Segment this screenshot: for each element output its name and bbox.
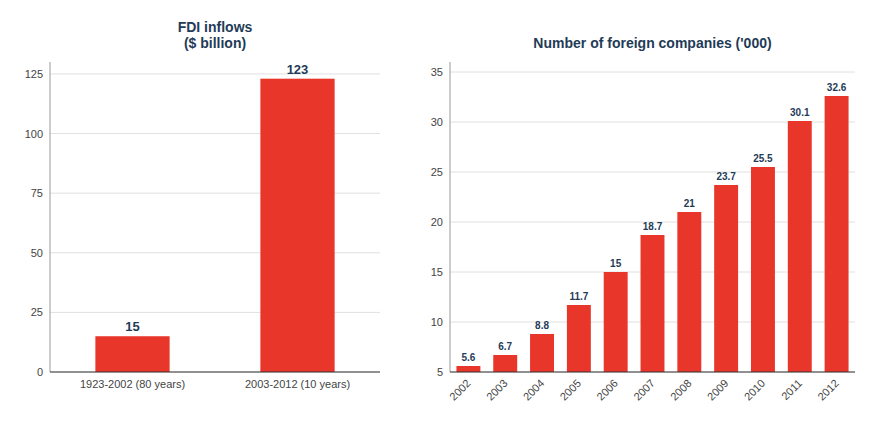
- x-tick-label: 2011: [779, 377, 804, 402]
- y-tick-label: 75: [31, 187, 43, 199]
- title-line: FDI inflows: [178, 19, 253, 35]
- bar: [641, 235, 665, 372]
- x-tick-label: 2002: [447, 377, 473, 403]
- bars: [95, 79, 334, 372]
- y-axis-line: [450, 62, 451, 372]
- y-tick-label: 25: [31, 306, 43, 318]
- chart-title: FDI inflows($ billion): [178, 19, 253, 51]
- data-label: 11.7: [569, 291, 588, 302]
- title-line: Number of foreign companies ('000): [533, 35, 771, 51]
- x-tick-label: 2003-2012 (10 years): [245, 378, 350, 390]
- x-axis-line: [50, 371, 380, 372]
- y-axis: 0 25 50 75 100 125: [25, 68, 380, 378]
- grid-line: [50, 372, 380, 373]
- y-tick-label: 100: [25, 128, 43, 140]
- data-label: 23.7: [716, 171, 736, 182]
- data-label: 5.6: [461, 352, 475, 363]
- bar: [825, 96, 849, 372]
- bar: [677, 212, 701, 372]
- y-tick-label: 10: [431, 316, 443, 328]
- x-tick-label: 2003: [484, 377, 510, 403]
- data-label: 15: [610, 258, 622, 269]
- page: {"chart_data": [ {"type": "bar", "title"…: [0, 0, 872, 438]
- grid-line: [50, 73, 380, 74]
- chart-svg: FDI inflows($ billion) 0 25 50 75 100 125 15 123…: [0, 0, 872, 438]
- bar: [530, 334, 554, 372]
- x-tick-label: 2009: [705, 377, 731, 403]
- y-axis-line: [50, 62, 51, 372]
- bar: [260, 79, 334, 372]
- chart-container: FDI inflows($ billion) 0 25 50 75 100 125 15 123…: [0, 0, 872, 438]
- x-tick-label: 2008: [668, 377, 694, 403]
- bar: [567, 305, 591, 372]
- y-tick-label: 20: [431, 216, 443, 228]
- data-label: 123: [287, 62, 309, 77]
- bar: [95, 336, 169, 372]
- bar: [788, 121, 812, 372]
- bar-chart: Number of foreign companies ('000) 5 10 15 2…: [431, 35, 855, 422]
- grid-line: [450, 72, 855, 73]
- y-tick-label: 0: [37, 366, 43, 378]
- bar: [456, 366, 480, 372]
- data-label: 21: [684, 198, 696, 209]
- title-line: ($ billion): [184, 35, 246, 51]
- x-tick-label: 2006: [594, 377, 620, 403]
- grid-line: [450, 372, 855, 373]
- y-tick-label: 35: [431, 66, 443, 78]
- data-label: 18.7: [643, 221, 663, 232]
- y-tick-label: 50: [31, 247, 43, 259]
- data-label: 25.5: [753, 153, 773, 164]
- y-tick-label: 5: [437, 366, 443, 378]
- y-tick-label: 30: [431, 116, 443, 128]
- chart-title: Number of foreign companies ('000): [533, 35, 771, 51]
- data-labels: 5.6 6.7 8.8 11.7 15 18.7 21 23.7 25.5 30.1 32.6: [461, 82, 846, 363]
- bar: [604, 272, 628, 372]
- data-label: 15: [125, 319, 139, 334]
- x-tick-label: 2010: [742, 377, 768, 403]
- y-tick-label: 15: [431, 266, 443, 278]
- x-axis: 1923-2002 (80 years) 2003-2012 (10 years): [80, 378, 350, 390]
- x-axis: 2002 2003 2004 2005 2006 2007 2008 2009 2010 2011…: [447, 377, 841, 403]
- bar: [751, 167, 775, 372]
- y-tick-label: 25: [431, 166, 443, 178]
- data-label: 6.7: [498, 341, 512, 352]
- x-tick-label: 2004: [521, 377, 547, 403]
- data-label: 30.1: [790, 107, 810, 118]
- data-labels: 15 123: [125, 62, 308, 335]
- x-tick-label: 2012: [815, 377, 841, 403]
- x-axis-line: [450, 371, 855, 372]
- bar: [714, 185, 738, 372]
- x-tick-label: 1923-2002 (80 years): [80, 378, 185, 390]
- data-label: 32.6: [827, 82, 847, 93]
- bars: [456, 96, 848, 372]
- bar-chart: FDI inflows($ billion) 0 25 50 75 100 125 15 123…: [25, 19, 380, 390]
- bar: [493, 355, 517, 372]
- y-tick-label: 125: [25, 68, 43, 80]
- data-label: 8.8: [535, 320, 549, 331]
- x-tick-label: 2005: [557, 377, 583, 403]
- x-tick-label: 2007: [631, 377, 657, 403]
